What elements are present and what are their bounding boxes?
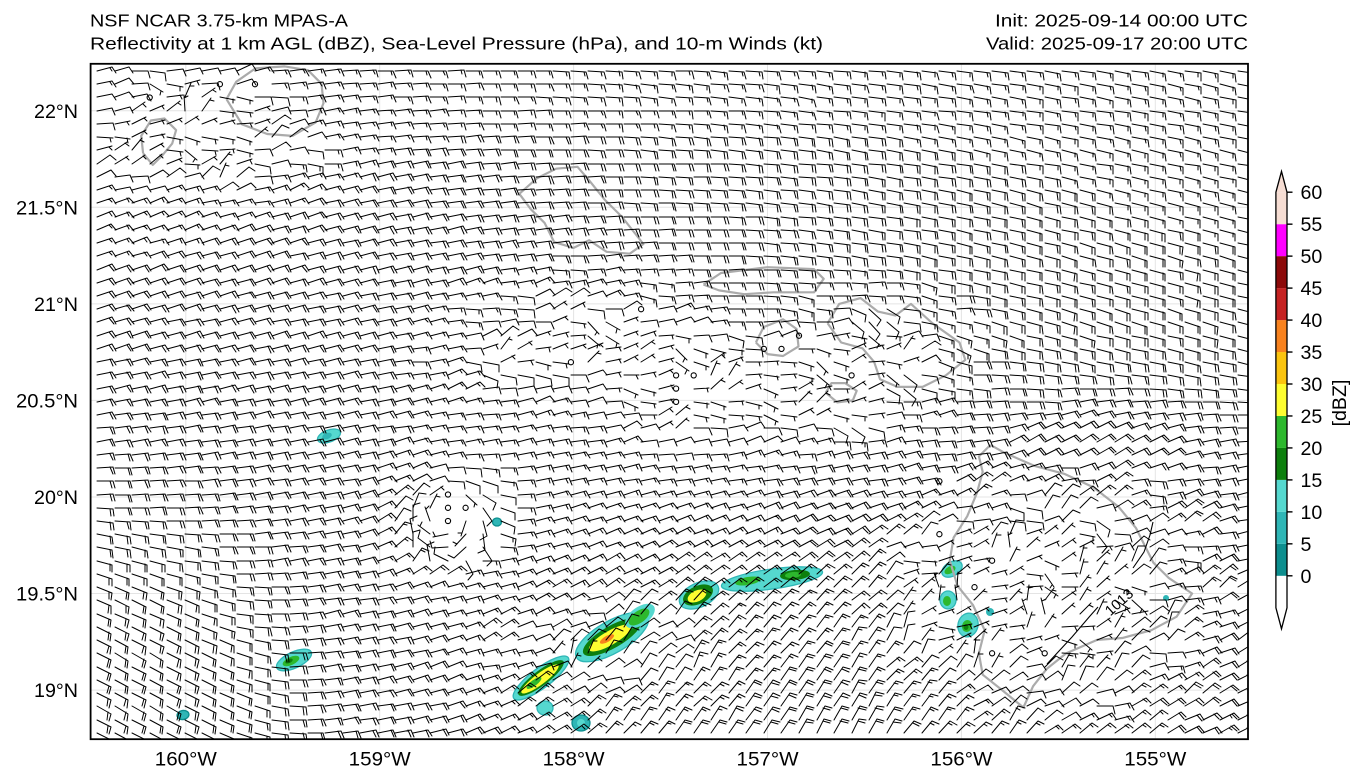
svg-text:25: 25 — [1301, 406, 1323, 428]
svg-text:30: 30 — [1301, 374, 1323, 396]
svg-text:155°W: 155°W — [1124, 749, 1187, 771]
svg-text:[dBZ]: [dBZ] — [1329, 380, 1351, 427]
svg-text:20.5°N: 20.5°N — [16, 390, 78, 412]
svg-text:35: 35 — [1301, 342, 1323, 364]
svg-text:Valid: 2025-09-17 20:00 UTC: Valid: 2025-09-17 20:00 UTC — [986, 34, 1248, 54]
svg-text:21°N: 21°N — [34, 294, 78, 316]
svg-text:60: 60 — [1301, 182, 1323, 204]
svg-text:Init: 2025-09-14 00:00 UTC: Init: 2025-09-14 00:00 UTC — [995, 11, 1248, 31]
svg-text:50: 50 — [1301, 246, 1323, 268]
svg-text:160°W: 160°W — [155, 749, 218, 771]
svg-text:45: 45 — [1301, 278, 1323, 300]
svg-text:55: 55 — [1301, 214, 1323, 236]
svg-text:10: 10 — [1301, 502, 1323, 524]
svg-text:15: 15 — [1301, 470, 1323, 492]
svg-text:156°W: 156°W — [930, 749, 993, 771]
svg-text:19°N: 19°N — [34, 680, 78, 702]
svg-text:0: 0 — [1301, 566, 1312, 588]
svg-text:159°W: 159°W — [349, 749, 412, 771]
svg-text:40: 40 — [1301, 310, 1323, 332]
svg-text:158°W: 158°W — [543, 749, 606, 771]
svg-text:157°W: 157°W — [737, 749, 800, 771]
svg-text:20°N: 20°N — [34, 487, 78, 509]
svg-text:20: 20 — [1301, 438, 1323, 460]
svg-text:Reflectivity at 1 km AGL (dBZ): Reflectivity at 1 km AGL (dBZ), Sea-Leve… — [90, 34, 823, 54]
svg-text:5: 5 — [1301, 534, 1312, 556]
svg-text:19.5°N: 19.5°N — [16, 584, 78, 606]
svg-text:21.5°N: 21.5°N — [16, 197, 78, 219]
svg-text:22°N: 22°N — [34, 101, 78, 123]
svg-text:NSF NCAR 3.75-km MPAS-A: NSF NCAR 3.75-km MPAS-A — [90, 11, 348, 31]
